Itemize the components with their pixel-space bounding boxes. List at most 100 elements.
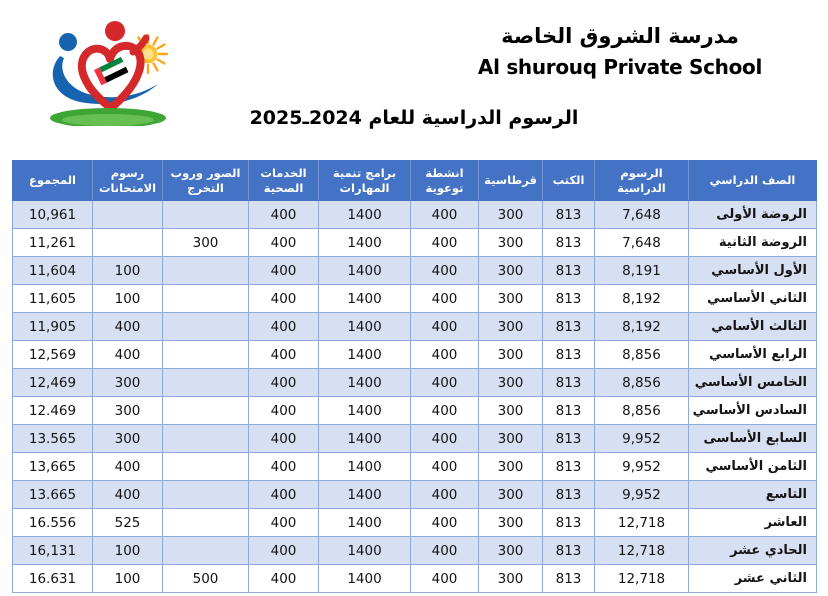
fee-cell: 813 xyxy=(542,228,595,257)
table-row: الأول الأساسي 8,191 813 300 400 1400 400 100 11,… xyxy=(12,256,817,285)
grade-cell: الثالث الأسامي xyxy=(688,312,817,341)
fee-cell: 400 xyxy=(410,200,479,229)
letterhead: مدرسة الشروق الخاصة Al shurouq Private S… xyxy=(0,10,828,128)
fee-cell: 12,718 xyxy=(594,564,689,593)
column-header: الصور وروب التخرج xyxy=(162,160,249,201)
table-row: السادس الأساسي 8,856 813 300 400 1400 400 300 12… xyxy=(12,396,817,425)
fee-cell: 13.665 xyxy=(12,480,93,509)
fee-cell: 16,131 xyxy=(12,536,93,565)
fee-cell: 400 xyxy=(410,396,479,425)
fee-cell: 400 xyxy=(248,564,319,593)
column-header: الكتب xyxy=(542,160,595,201)
grade-cell: الثاني الأساسي xyxy=(688,284,817,313)
fee-cell xyxy=(162,508,249,537)
fee-cell xyxy=(162,200,249,229)
fee-cell: 12,718 xyxy=(594,508,689,537)
column-header: رسوم الامتحانات xyxy=(92,160,163,201)
fee-cell xyxy=(162,312,249,341)
fee-cell: 400 xyxy=(248,228,319,257)
fee-cell: 1400 xyxy=(318,424,411,453)
fee-cell: 1400 xyxy=(318,536,411,565)
fee-cell xyxy=(162,256,249,285)
fee-cell: 300 xyxy=(478,536,543,565)
fee-cell: 7,648 xyxy=(594,228,689,257)
fee-cell: 400 xyxy=(410,564,479,593)
table-row: الروضة الأولى 7,648 813 300 400 1400 400 10,961 xyxy=(12,200,817,229)
fee-cell: 813 xyxy=(542,508,595,537)
fee-cell: 8,856 xyxy=(594,340,689,369)
fee-cell: 12,569 xyxy=(12,340,93,369)
fee-cell: 400 xyxy=(410,452,479,481)
fee-cell: 100 xyxy=(92,564,163,593)
column-header: برامج تنمية المهارات xyxy=(318,160,411,201)
fee-cell: 11,604 xyxy=(12,256,93,285)
table-row: الثاني عشر 12,718 813 300 400 1400 400 500 100 16… xyxy=(12,564,817,593)
grade-cell: الخامس الأساسي xyxy=(688,368,817,397)
fee-cell: 400 xyxy=(248,200,319,229)
fee-cell: 1400 xyxy=(318,368,411,397)
fee-cell xyxy=(162,424,249,453)
fee-cell: 300 xyxy=(478,368,543,397)
fee-cell: 12.469 xyxy=(12,396,93,425)
fee-cell: 9,952 xyxy=(594,424,689,453)
grade-cell: الروضة الثانية xyxy=(688,228,817,257)
fee-cell: 300 xyxy=(478,200,543,229)
fee-cell: 400 xyxy=(248,312,319,341)
grade-cell: الحادي عشر xyxy=(688,536,817,565)
fee-cell: 400 xyxy=(92,340,163,369)
fee-cell: 400 xyxy=(410,480,479,509)
fee-cell: 400 xyxy=(248,396,319,425)
fee-cell: 813 xyxy=(542,200,595,229)
fee-cell xyxy=(92,228,163,257)
fee-cell: 300 xyxy=(478,340,543,369)
fee-cell: 813 xyxy=(542,536,595,565)
column-header: الخدمات الصحية xyxy=(248,160,319,201)
grade-cell: السادس الأساسي xyxy=(688,396,817,425)
fee-cell: 8,856 xyxy=(594,368,689,397)
fee-cell: 16.631 xyxy=(12,564,93,593)
fee-cell: 813 xyxy=(542,368,595,397)
fee-cell: 813 xyxy=(542,340,595,369)
fee-cell: 813 xyxy=(542,564,595,593)
fee-cell: 10,961 xyxy=(12,200,93,229)
fee-cell: 1400 xyxy=(318,480,411,509)
fee-cell: 1400 xyxy=(318,312,411,341)
fee-cell: 400 xyxy=(248,508,319,537)
table-row: الثامن الأساسي 9,952 813 300 400 1400 400 400 13… xyxy=(12,452,817,481)
fee-cell: 13,665 xyxy=(12,452,93,481)
fee-cell: 400 xyxy=(92,480,163,509)
fee-cell: 400 xyxy=(92,452,163,481)
fee-cell: 400 xyxy=(248,480,319,509)
fee-cell: 11,261 xyxy=(12,228,93,257)
table-row: الروضة الثانية 7,648 813 300 400 1400 400 300 11… xyxy=(12,228,817,257)
fee-cell: 300 xyxy=(478,480,543,509)
grade-cell: الرابع الأساسي xyxy=(688,340,817,369)
table-row: الثاني الأساسي 8,192 813 300 400 1400 400 100 11… xyxy=(12,284,817,313)
fee-cell: 400 xyxy=(248,256,319,285)
fee-cell: 813 xyxy=(542,284,595,313)
fee-cell: 8,856 xyxy=(594,396,689,425)
grade-cell: الروضة الأولى xyxy=(688,200,817,229)
school-name-block: مدرسة الشروق الخاصة Al shurouq Private S… xyxy=(420,24,820,79)
fee-cell xyxy=(162,536,249,565)
grade-cell: الأول الأساسي xyxy=(688,256,817,285)
fee-cell xyxy=(162,340,249,369)
fee-cell: 400 xyxy=(410,256,479,285)
school-name-arabic: مدرسة الشروق الخاصة xyxy=(501,24,739,48)
table-row: السابع الأساسى 9,952 813 300 400 1400 400 300 13… xyxy=(12,424,817,453)
fee-cell: 1400 xyxy=(318,340,411,369)
fee-cell: 300 xyxy=(478,508,543,537)
fee-cell: 400 xyxy=(410,536,479,565)
fee-cell: 813 xyxy=(542,256,595,285)
fee-cell: 813 xyxy=(542,424,595,453)
fee-cell: 11,605 xyxy=(12,284,93,313)
fee-cell: 1400 xyxy=(318,564,411,593)
document-title: الرسوم الدراسية للعام 2024ـ2025 xyxy=(249,107,579,129)
fee-cell: 400 xyxy=(248,368,319,397)
column-header: انشطة توعوية xyxy=(410,160,479,201)
grade-cell: العاشر xyxy=(688,508,817,537)
fees-table: الصف الدراسي الرسوم الدراسية الكتب قرطاسية ا… xyxy=(12,160,817,593)
fee-cell xyxy=(162,368,249,397)
column-header: الرسوم الدراسية xyxy=(594,160,689,201)
